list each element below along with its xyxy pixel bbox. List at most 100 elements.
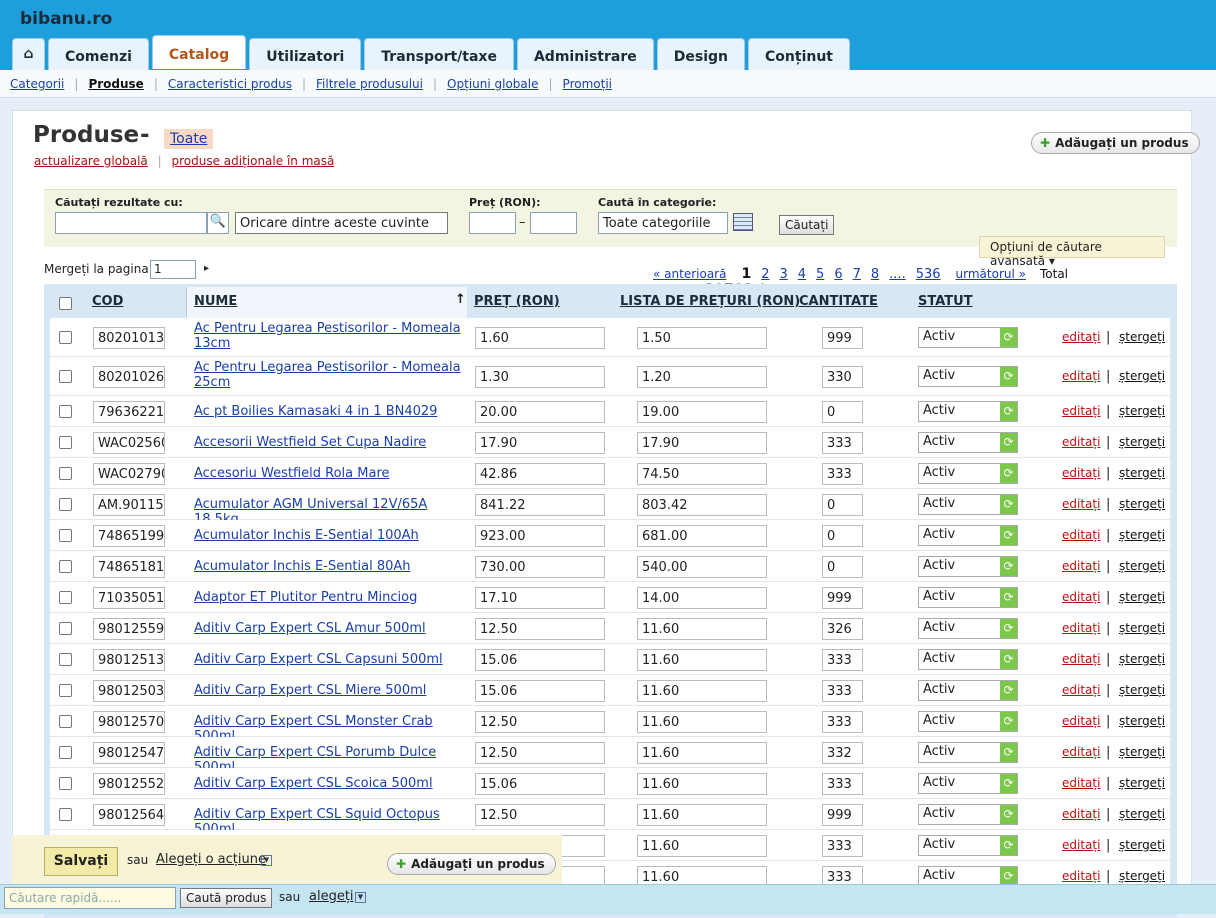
list-price-input[interactable]: 17.90 <box>637 431 767 454</box>
list-price-input[interactable]: 11.60 <box>637 803 767 826</box>
status-select[interactable]: Activ ⟳ <box>918 710 1018 732</box>
code-input[interactable]: 74865181 <box>93 555 165 578</box>
list-price-input[interactable]: 74.50 <box>637 462 767 485</box>
delete-link[interactable]: ștergeți <box>1119 403 1166 418</box>
list-price-input[interactable]: 11.60 <box>637 710 767 733</box>
edit-link[interactable]: editați <box>1062 651 1101 666</box>
status-select[interactable]: Activ ⟳ <box>918 400 1018 422</box>
category-tree-icon[interactable] <box>733 213 753 231</box>
refresh-icon[interactable]: ⟳ <box>1000 618 1017 638</box>
row-checkbox[interactable] <box>59 652 72 666</box>
delete-link[interactable]: ștergeți <box>1119 620 1166 635</box>
product-name-link[interactable]: Adaptor ET Plutitor Pentru Minciog <box>194 589 418 605</box>
page-link[interactable]: 2 <box>761 267 770 282</box>
edit-link[interactable]: editați <box>1062 775 1101 790</box>
nav-tab[interactable]: Transport/taxe <box>364 38 514 70</box>
bulk-update-link[interactable]: actualizare globală <box>34 154 148 168</box>
delete-link[interactable]: ștergeți <box>1119 527 1166 542</box>
quantity-input[interactable]: 999 <box>822 326 863 349</box>
quantity-input[interactable]: 333 <box>822 710 863 733</box>
price-input[interactable]: 20.00 <box>475 400 605 423</box>
action-select[interactable]: Alegeți o acțiune <box>156 852 266 867</box>
quantity-input[interactable]: 333 <box>822 679 863 702</box>
list-price-input[interactable]: 19.00 <box>637 400 767 423</box>
quantity-input[interactable]: 326 <box>822 617 863 640</box>
edit-link[interactable]: editați <box>1062 434 1101 449</box>
price-input[interactable]: 17.10 <box>475 586 605 609</box>
delete-link[interactable]: ștergeți <box>1119 589 1166 604</box>
list-price-input[interactable]: 681.00 <box>637 524 767 547</box>
price-input[interactable]: 42.86 <box>475 462 605 485</box>
status-select[interactable]: Activ ⟳ <box>918 679 1018 701</box>
status-select[interactable]: Activ ⟳ <box>918 617 1018 639</box>
quantity-input[interactable]: 0 <box>822 524 863 547</box>
quick-search-button[interactable]: Caută produs <box>180 888 273 908</box>
list-price-input[interactable]: 803.42 <box>637 493 767 516</box>
product-name-link[interactable]: Acumulator Inchis E-Sential 80Ah <box>194 558 411 574</box>
row-checkbox[interactable] <box>59 435 72 449</box>
price-input[interactable]: 12.50 <box>475 803 605 826</box>
category-input[interactable]: Toate categoriile <box>598 212 728 234</box>
bulk-additional-link[interactable]: produse adiționale în masă <box>171 154 335 168</box>
status-select[interactable]: Activ ⟳ <box>918 586 1018 608</box>
list-price-input[interactable]: 11.60 <box>637 648 767 671</box>
code-input[interactable]: 98012559 <box>93 617 165 640</box>
search-mode-select[interactable]: Oricare dintre aceste cuvinte <box>235 212 448 234</box>
row-checkbox[interactable] <box>59 745 72 759</box>
refresh-icon[interactable]: ⟳ <box>1000 680 1017 700</box>
price-input[interactable]: 1.60 <box>475 326 605 349</box>
column-header[interactable]: LISTA DE PREȚURI (RON) <box>620 294 801 309</box>
advanced-search[interactable]: Opțiuni de căutare avansată ▾ <box>979 236 1165 268</box>
quantity-input[interactable]: 333 <box>822 865 863 888</box>
product-name-link[interactable]: Aditiv Carp Expert CSL Capsuni 500ml <box>194 651 443 667</box>
refresh-icon[interactable]: ⟳ <box>1000 556 1017 576</box>
quantity-input[interactable]: 333 <box>822 834 863 857</box>
code-input[interactable]: WAC02560 <box>93 431 165 454</box>
price-input[interactable]: 923.00 <box>475 524 605 547</box>
delete-link[interactable]: ștergeți <box>1119 713 1166 728</box>
edit-link[interactable]: editați <box>1062 589 1101 604</box>
edit-link[interactable]: editați <box>1062 558 1101 573</box>
delete-link[interactable]: ștergeți <box>1119 368 1166 383</box>
edit-link[interactable]: editați <box>1062 403 1101 418</box>
status-select[interactable]: Activ ⟳ <box>918 462 1018 484</box>
page-link[interactable]: 3 <box>779 267 788 282</box>
row-checkbox[interactable] <box>59 590 72 604</box>
refresh-icon[interactable]: ⟳ <box>1000 835 1017 855</box>
edit-link[interactable]: editați <box>1062 329 1101 344</box>
row-checkbox[interactable] <box>59 714 72 728</box>
page-link[interactable]: 1 <box>741 266 752 282</box>
edit-link[interactable]: editați <box>1062 744 1101 759</box>
price-input[interactable]: 841.22 <box>475 493 605 516</box>
refresh-icon[interactable]: ⟳ <box>1000 742 1017 762</box>
quantity-input[interactable]: 999 <box>822 803 863 826</box>
price-input[interactable]: 12.50 <box>475 710 605 733</box>
nav-tab[interactable]: Catalog <box>151 35 247 69</box>
action-dropdown[interactable]: ▼ <box>261 855 272 866</box>
edit-link[interactable]: editați <box>1062 868 1101 883</box>
delete-link[interactable]: ștergeți <box>1119 651 1166 666</box>
delete-link[interactable]: ștergeți <box>1119 465 1166 480</box>
edit-link[interactable]: editați <box>1062 496 1101 511</box>
row-checkbox[interactable] <box>59 497 72 511</box>
row-checkbox[interactable] <box>59 466 72 480</box>
quantity-input[interactable]: 332 <box>822 741 863 764</box>
search-icon[interactable]: 🔍 <box>207 212 229 234</box>
list-price-input[interactable]: 11.60 <box>637 772 767 795</box>
add-product-button-bottom[interactable]: ✚ Adăugați un produs <box>387 853 556 875</box>
price-input[interactable]: 730.00 <box>475 555 605 578</box>
refresh-icon[interactable]: ⟳ <box>1000 366 1017 386</box>
column-header[interactable]: COD <box>92 294 124 309</box>
price-max[interactable] <box>530 212 577 234</box>
delete-link[interactable]: ștergeți <box>1119 496 1166 511</box>
quantity-input[interactable]: 333 <box>822 648 863 671</box>
refresh-icon[interactable]: ⟳ <box>1000 494 1017 514</box>
list-price-input[interactable]: 1.50 <box>637 326 767 349</box>
refresh-icon[interactable]: ⟳ <box>1000 463 1017 483</box>
code-input[interactable]: 98012513 <box>93 648 165 671</box>
code-input[interactable]: WAC02790 <box>93 462 165 485</box>
code-input[interactable]: AM.90115 <box>93 493 165 516</box>
page-link[interactable]: 7 <box>852 267 861 282</box>
row-checkbox[interactable] <box>59 330 72 344</box>
page-link[interactable]: 4 <box>797 267 807 282</box>
